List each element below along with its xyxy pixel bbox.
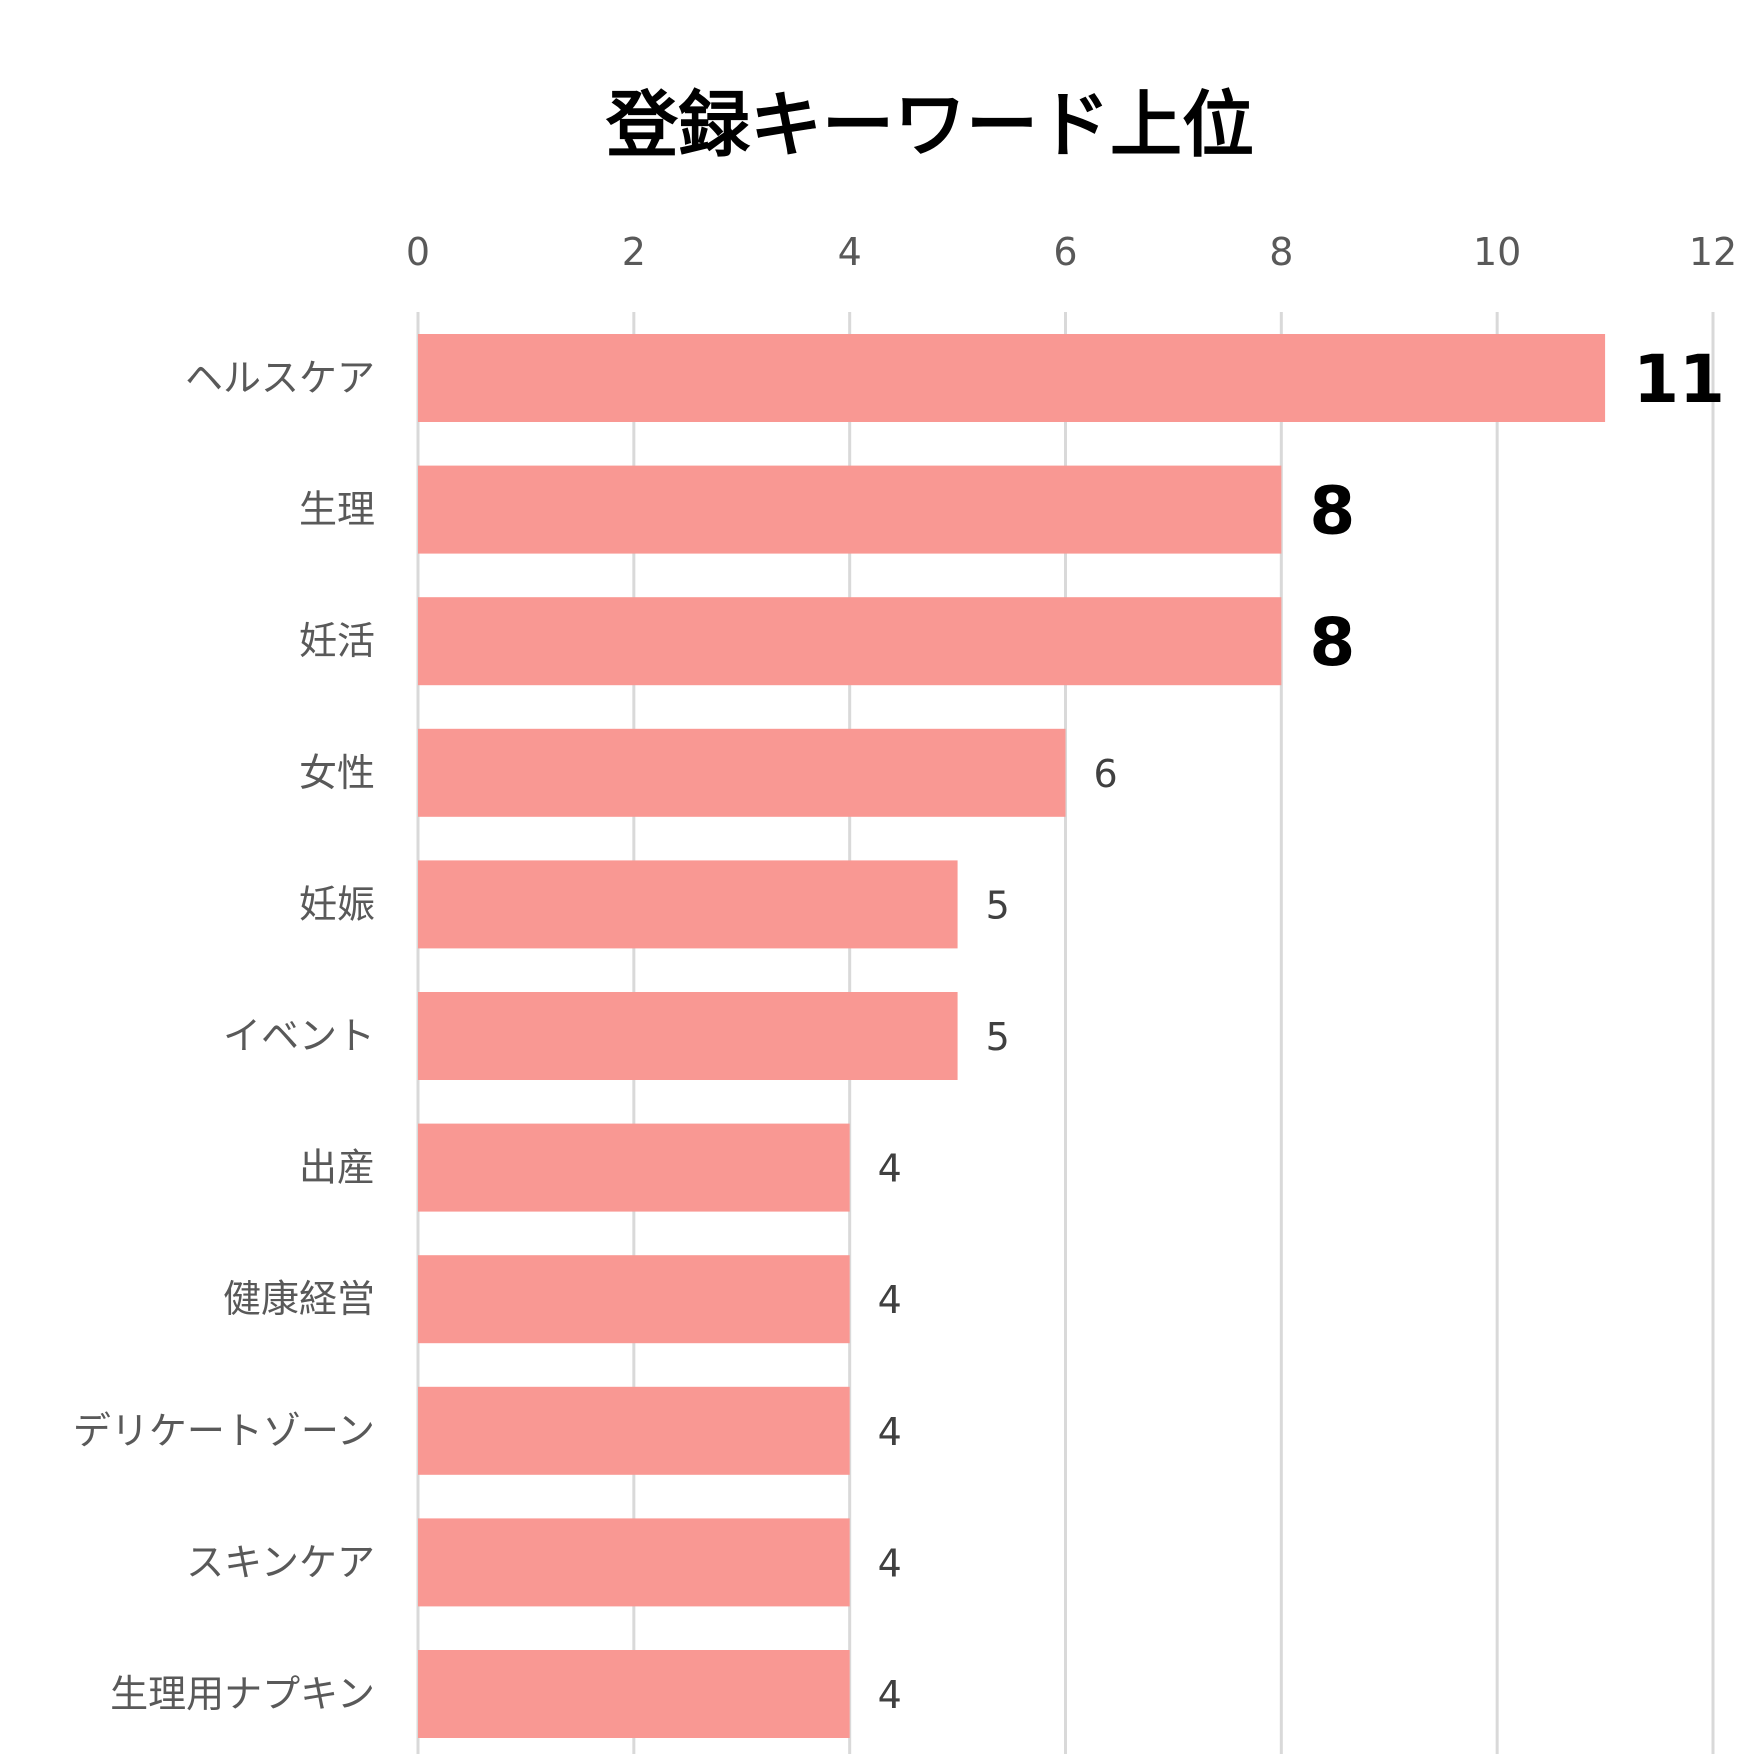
bar — [418, 992, 958, 1080]
data-labels: 11 8 8 6 5 5 4 4 4 4 4 — [878, 341, 1725, 1717]
bar — [418, 1650, 850, 1738]
chart-title: 登録キーワード上位 — [605, 83, 1254, 167]
category-label: 女性 — [299, 751, 375, 795]
data-label: 4 — [878, 1410, 902, 1454]
bar — [418, 1386, 850, 1475]
bar — [418, 597, 1282, 686]
x-axis-tick-labels: 0 2 4 6 8 10 12 — [406, 230, 1737, 274]
category-label: イベント — [223, 1014, 375, 1058]
bar — [418, 334, 1606, 422]
bar — [418, 1518, 850, 1607]
x-tick-label: 12 — [1689, 230, 1737, 274]
data-label: 8 — [1309, 604, 1355, 681]
data-label: 4 — [878, 1673, 902, 1717]
bar — [418, 1255, 850, 1344]
data-label: 5 — [986, 883, 1010, 927]
category-label: 妊娠 — [299, 882, 375, 926]
data-label: 5 — [986, 1015, 1010, 1059]
x-tick-label: 10 — [1473, 230, 1521, 274]
category-label: デリケートゾーン — [73, 1409, 375, 1453]
data-label: 4 — [878, 1541, 902, 1585]
category-label: 妊活 — [299, 619, 375, 663]
bar — [418, 860, 958, 949]
category-label: スキンケア — [186, 1540, 375, 1584]
category-label: 生理用ナプキン — [110, 1672, 375, 1716]
bar — [418, 465, 1282, 554]
data-label: 4 — [878, 1278, 902, 1322]
x-tick-label: 0 — [406, 230, 430, 274]
category-label: 健康経営 — [223, 1277, 375, 1321]
x-tick-label: 8 — [1269, 230, 1293, 274]
x-tick-label: 4 — [838, 230, 862, 274]
data-label: 11 — [1633, 341, 1725, 418]
data-label: 4 — [878, 1147, 902, 1191]
bar — [418, 728, 1066, 817]
bar — [418, 1123, 850, 1212]
category-label: 出産 — [299, 1146, 375, 1190]
category-label: 生理 — [299, 488, 375, 532]
category-label: ヘルスケア — [185, 356, 375, 400]
data-label: 8 — [1309, 473, 1355, 550]
bars — [418, 334, 1606, 1738]
data-label: 6 — [1094, 752, 1118, 796]
x-tick-label: 6 — [1053, 230, 1077, 274]
category-labels: ヘルスケア生理妊活女性妊娠イベント出産健康経営デリケートゾーンスキンケア生理用ナ… — [73, 356, 375, 1716]
x-tick-label: 2 — [622, 230, 646, 274]
